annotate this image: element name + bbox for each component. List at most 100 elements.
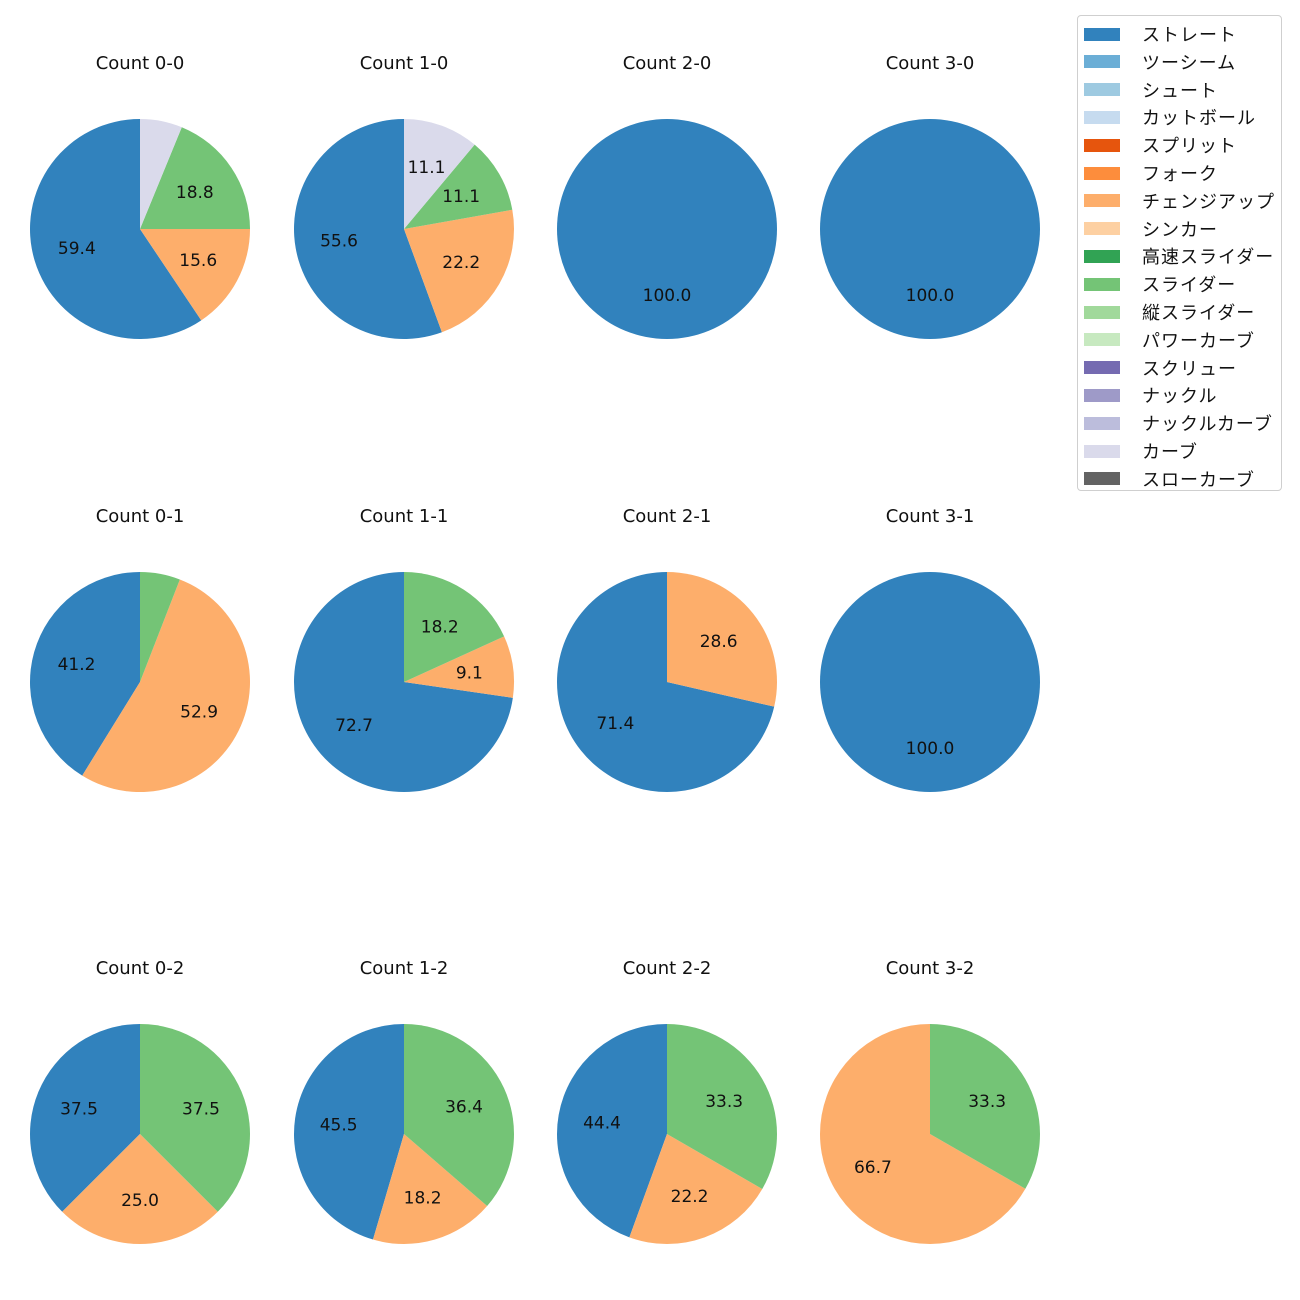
- legend-swatch: [1084, 388, 1120, 402]
- pie-slice-label: 100.0: [906, 739, 955, 759]
- legend-item: スローカーブ: [1084, 469, 1255, 491]
- pie-slice: [30, 1024, 140, 1212]
- legend-item: 高速スライダー: [1084, 246, 1275, 269]
- legend-item: カットボール: [1084, 107, 1256, 130]
- legend-item: スプリット: [1084, 135, 1237, 158]
- legend-label: ツーシーム: [1142, 52, 1237, 74]
- legend-item: ナックル: [1084, 385, 1218, 408]
- pie-slice: [820, 572, 1040, 792]
- pie-slice: [629, 1134, 763, 1244]
- legend-label: 縦スライダー: [1142, 303, 1256, 324]
- legend-swatch: [1084, 361, 1120, 375]
- pie-slice: [557, 119, 777, 339]
- pie-slice: [930, 1023, 1040, 1189]
- legend-label: チェンジアップ: [1142, 191, 1275, 213]
- pie-slice: [140, 229, 250, 321]
- pie-title: Count 2-2: [623, 958, 712, 979]
- pie-slice-label: 37.5: [182, 1100, 220, 1120]
- pie-slice-label: 33.3: [968, 1092, 1006, 1112]
- pie-slice: [140, 1024, 250, 1212]
- legend-item: 縦スライダー: [1084, 302, 1256, 324]
- legend-swatch: [1084, 305, 1120, 319]
- pie-slice-label: 36.4: [445, 1098, 483, 1118]
- pie-title: Count 3-1: [886, 506, 975, 527]
- pie-title: Count 1-0: [360, 53, 449, 74]
- pie-title: Count 0-1: [96, 506, 185, 527]
- pie-slice: [667, 572, 777, 707]
- pie-title: Count 2-0: [623, 53, 712, 74]
- legend-item: ツーシーム: [1084, 52, 1237, 74]
- pie-slice: [29, 119, 202, 339]
- pie-slice: [404, 572, 505, 682]
- legend-swatch: [1084, 194, 1120, 208]
- pie-slice: [404, 144, 513, 229]
- legend-label: シュート: [1142, 80, 1218, 102]
- pie-slice: [404, 209, 514, 333]
- legend-swatch: [1084, 83, 1120, 97]
- pie-count-3-1: Count 3-1 100.0: [820, 506, 1040, 792]
- legend-item: スクリュー: [1084, 358, 1237, 380]
- pie-slice: [140, 127, 250, 229]
- legend-item: フォーク: [1084, 163, 1218, 185]
- pie-slice: [62, 1134, 218, 1244]
- pie-slice-label: 59.4: [58, 239, 96, 259]
- pie-slice-label: 41.2: [58, 655, 96, 675]
- pie-title: Count 3-0: [886, 53, 975, 74]
- pie-count-0-0: Count 0-0 59.4 15.6 18.8: [29, 53, 250, 339]
- pie-count-2-0: Count 2-0 100.0: [557, 53, 777, 339]
- pie-slice-label: 37.5: [60, 1100, 98, 1120]
- pie-slice-label: 18.2: [421, 617, 459, 637]
- pie-slice-label: 28.6: [700, 632, 738, 652]
- legend-swatch: [1084, 333, 1120, 347]
- legend-item: ナックルカーブ: [1084, 413, 1273, 436]
- pie-count-0-2: Count 0-2 37.5 25.0 37.5: [30, 958, 250, 1244]
- pie-title: Count 2-1: [623, 506, 712, 527]
- legend-label: パワーカーブ: [1142, 330, 1255, 352]
- legend-item: ストレート: [1084, 24, 1237, 46]
- pie-slice-label: 33.3: [705, 1092, 743, 1112]
- pie-title: Count 3-2: [886, 958, 975, 979]
- pie-slice-label: 18.8: [176, 183, 214, 203]
- pie-slice: [373, 1134, 488, 1244]
- legend-label: スプリット: [1142, 136, 1237, 158]
- pie-slice: [820, 1024, 1026, 1244]
- legend-label: スライダー: [1142, 275, 1237, 297]
- pie-title: Count 0-2: [96, 958, 185, 979]
- pie-slice-label: 15.6: [179, 251, 217, 271]
- pie-slice: [404, 1023, 514, 1207]
- legend-label: ナックル: [1142, 386, 1218, 408]
- legend-item: カーブ: [1084, 441, 1198, 463]
- pie-slice-label: 66.7: [854, 1158, 892, 1178]
- pie-slice-label: 25.0: [121, 1191, 159, 1211]
- legend-swatch: [1084, 444, 1120, 458]
- pie-slice: [556, 572, 775, 792]
- legend-swatch: [1084, 110, 1120, 124]
- pie-slice: [557, 1024, 667, 1238]
- legend-item: チェンジアップ: [1084, 191, 1275, 213]
- pie-slice-label: 100.0: [906, 286, 955, 306]
- pie-slice: [140, 572, 180, 682]
- pie-count-1-1: Count 1-1 72.7 9.1 18.2: [294, 506, 514, 792]
- legend-label: ナックルカーブ: [1142, 414, 1273, 436]
- legend-swatch: [1084, 166, 1120, 180]
- pie-slice-label: 22.2: [442, 253, 480, 273]
- pie-slice: [404, 636, 514, 698]
- legend-label: シンカー: [1142, 219, 1218, 241]
- legend-swatch: [1084, 27, 1120, 41]
- legend-label: 高速スライダー: [1142, 247, 1275, 269]
- legend-swatch: [1084, 416, 1120, 430]
- pie-count-0-1: Count 0-1 41.2 52.9: [30, 506, 251, 793]
- legend-item: パワーカーブ: [1084, 330, 1255, 352]
- legend-swatch: [1084, 138, 1120, 152]
- pie-slice-label: 100.0: [643, 286, 692, 306]
- pie-slice: [294, 572, 513, 792]
- pie-slice: [294, 1024, 404, 1240]
- pie-count-2-1: Count 2-1 71.4 28.6: [556, 506, 777, 792]
- legend-label: カットボール: [1142, 108, 1256, 130]
- pie-slice-label: 71.4: [596, 714, 634, 734]
- pie-slice: [294, 119, 442, 339]
- pie-count-3-0: Count 3-0 100.0: [820, 53, 1040, 339]
- legend-label: スクリュー: [1142, 358, 1237, 380]
- legend-swatch: [1084, 249, 1120, 263]
